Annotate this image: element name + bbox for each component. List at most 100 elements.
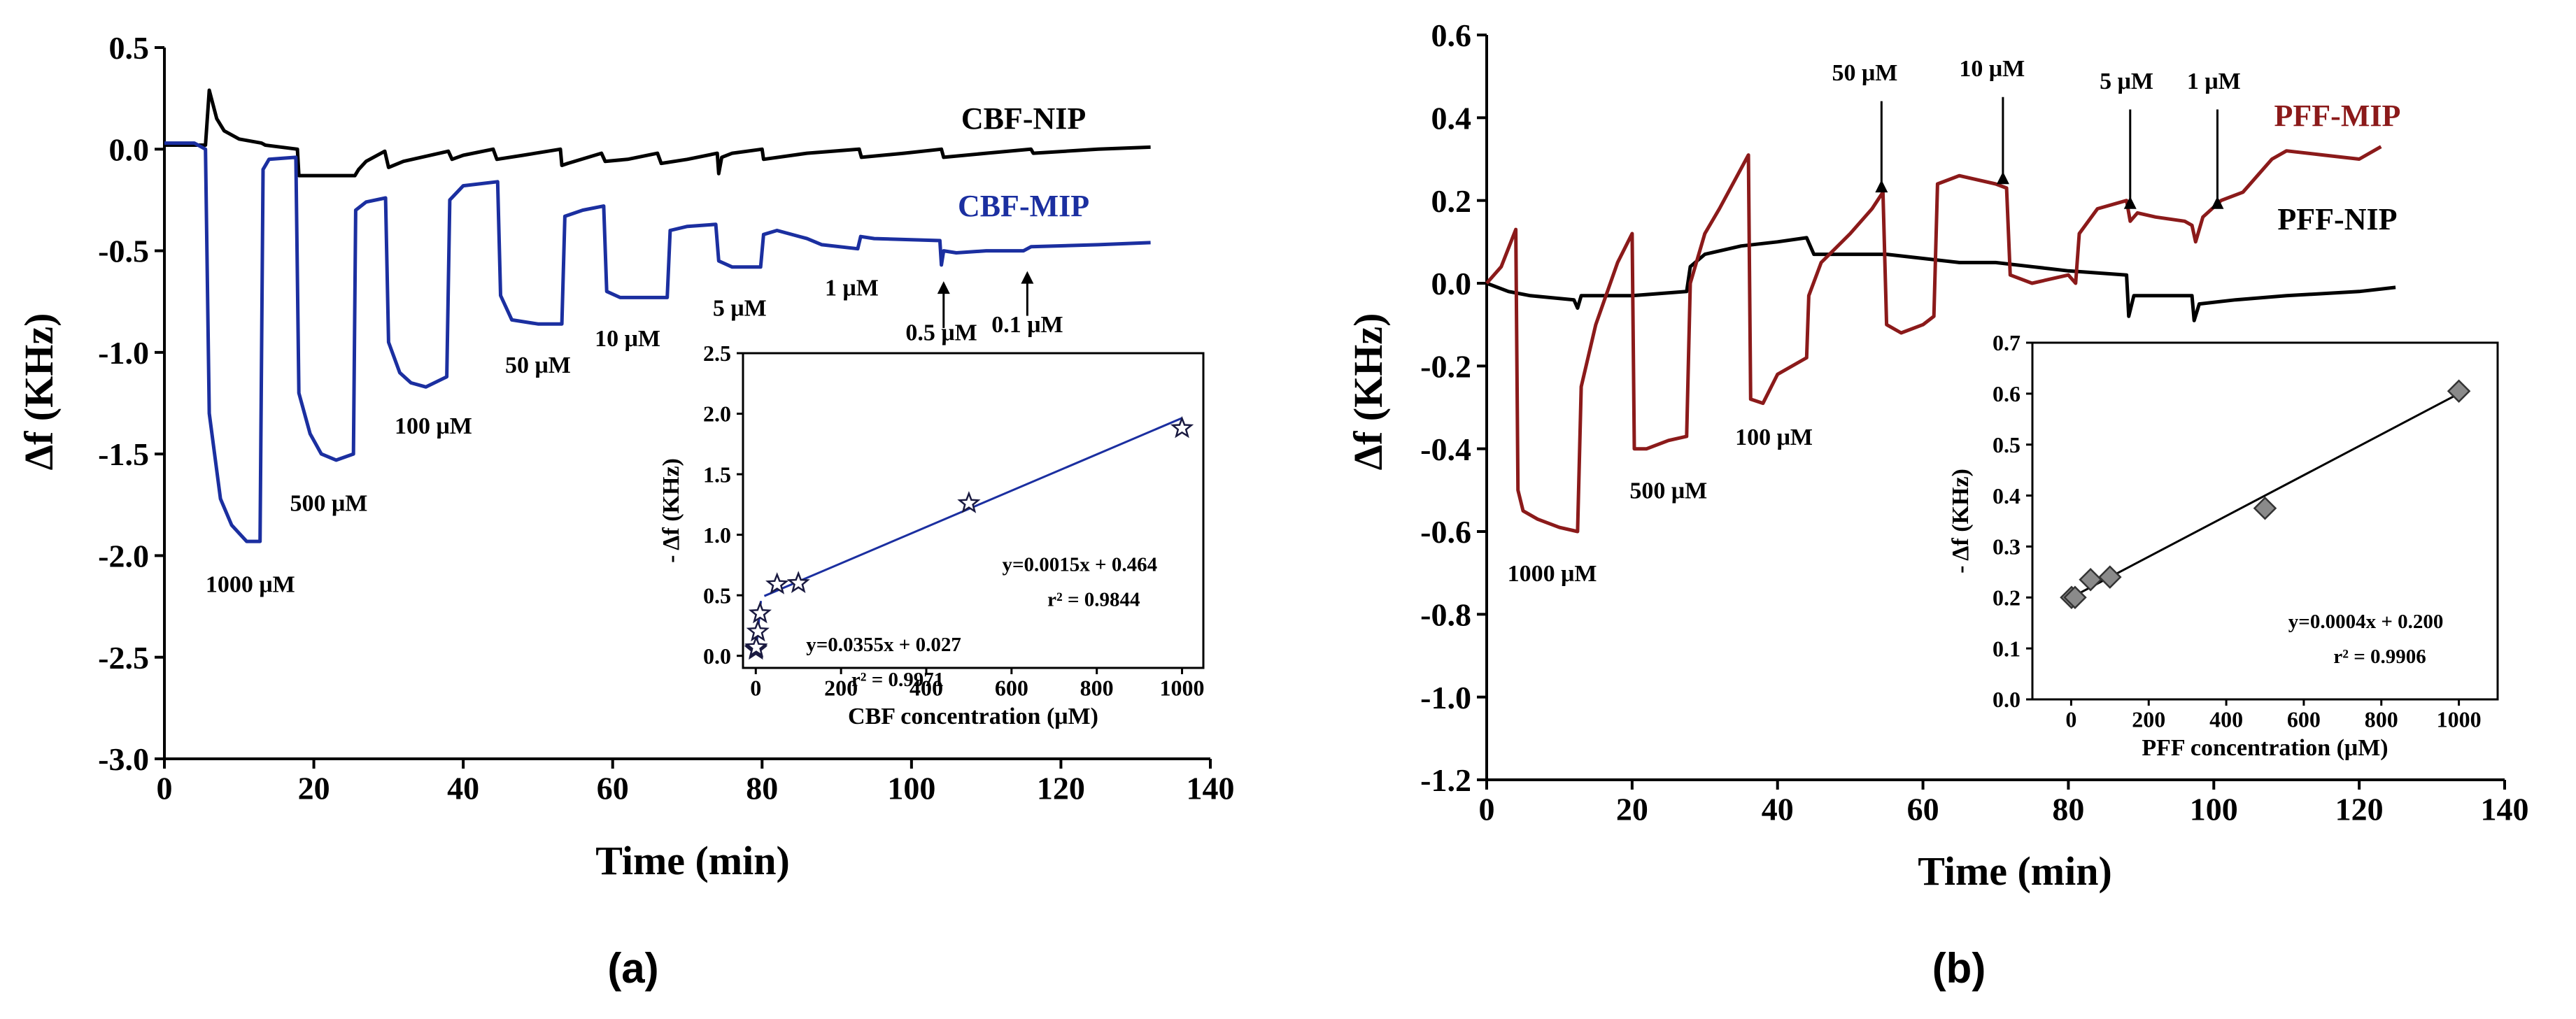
arrow-head — [1875, 180, 1888, 193]
inset-y-tick-label: 0.5 — [703, 583, 731, 608]
main-x-tick-label: 80 — [746, 771, 778, 806]
main-x-tick-label: 100 — [887, 771, 935, 806]
series-label-cbf-nip: CBF-NIP — [961, 101, 1086, 136]
inset-y-label: - Δf (KHz) — [1948, 469, 1974, 573]
inset-y-tick-label: 0.1 — [1993, 636, 2021, 661]
concentration-label: 50 μM — [1832, 60, 1897, 86]
main-y-tick-label: -0.6 — [1420, 514, 1471, 550]
panel-a-inset: 0 200 400 600 800 1000 0.0 0.5 1.0 1.5 2.0 2.5 CBF c… — [658, 341, 1205, 729]
inset-x-tick-label: 800 — [1080, 675, 1114, 700]
concentration-label: 500 μM — [1629, 478, 1707, 504]
inset-star-marker — [746, 619, 770, 642]
main-y-tick-label: -2.5 — [98, 640, 149, 676]
series-label-pff-mip: PFF-MIP — [2274, 99, 2401, 133]
panel-b-caption: (b) — [1932, 945, 1986, 992]
arrow-head — [937, 281, 950, 294]
main-x-tick-label: 60 — [597, 771, 629, 806]
inset-star-marker — [786, 571, 810, 594]
concentration-label: 10 μM — [1959, 56, 2025, 82]
series-line-pff-nip — [1486, 236, 2396, 322]
concentration-label: 1000 μM — [206, 572, 295, 598]
inset-y-tick-label: 0.2 — [1993, 585, 2021, 610]
main-y-tick-label: -0.8 — [1420, 597, 1471, 632]
inset-fit-r2: r² = 0.9971 — [851, 669, 944, 691]
inset-x-tick-label: 400 — [2209, 706, 2243, 732]
inset-x-tick-label: 0 — [750, 675, 761, 700]
concentration-label: 5 μM — [2100, 69, 2153, 94]
main-x-tick-label: 0 — [157, 771, 173, 806]
inset-star-marker — [1170, 415, 1194, 439]
inset-y-tick-label: 0.6 — [1993, 381, 2021, 406]
arrow-head — [2123, 196, 2137, 209]
inset-y-tick-label: 1.5 — [703, 462, 731, 487]
inset-x-label: CBF concentration (μM) — [848, 704, 1098, 729]
main-x-tick-label: 100 — [2190, 792, 2238, 827]
main-y-tick-label: -1.0 — [1420, 680, 1471, 715]
inset-fit-r2: r² = 0.9844 — [1047, 589, 1140, 611]
inset-x-tick-label: 400 — [910, 675, 943, 700]
arrow-head — [2211, 196, 2224, 209]
main-y-tick-label: -1.2 — [1420, 762, 1471, 798]
series-label-pff-nip: PFF-NIP — [2277, 202, 2397, 236]
main-y-tick-label: -0.2 — [1420, 348, 1471, 384]
panel-b-y-label: Δf (KHz) — [1345, 313, 1391, 471]
panel-a-plot-area: 0 20 40 60 80 100 120 140 0.5 0.0 -0.5 -1.0 -1.5 -2.0… — [98, 30, 1234, 806]
concentration-label: 0.1 μM — [991, 312, 1063, 338]
main-y-tick-label: 0.0 — [1431, 266, 1472, 301]
inset-x-tick-label: 800 — [2365, 706, 2398, 732]
inset-fit-equation: y=0.0004x + 0.200 — [2288, 611, 2444, 633]
main-x-tick-label: 120 — [2335, 792, 2384, 827]
concentration-label: 1 μM — [825, 275, 879, 301]
inset-y-tick-label: 0.0 — [703, 643, 731, 669]
main-y-tick-label: -2.0 — [98, 539, 149, 574]
arrow-head — [1021, 271, 1034, 284]
main-y-tick-label: 0.4 — [1431, 100, 1472, 136]
inset-diamond-marker — [2063, 585, 2087, 610]
inset-y-tick-label: 0.5 — [1993, 432, 2021, 457]
inset-x-tick-label: 600 — [995, 675, 1028, 700]
main-y-tick-label: -1.0 — [98, 335, 149, 371]
main-x-tick-label: 140 — [2481, 792, 2529, 827]
main-y-tick-label: -0.4 — [1420, 432, 1471, 467]
panel-a-chart: Δf (KHz) Time (min) 0 20 40 60 80 100 120 140 0.… — [16, 30, 1235, 883]
main-x-tick-label: 20 — [298, 771, 330, 806]
inset-star-marker — [748, 601, 772, 624]
panel-b-plot-area: 0 20 40 60 80 100 120 140 0.6 0.4 0.2 0.0 -0.2 -0.4 -0… — [1420, 17, 2528, 827]
inset-star-marker — [744, 635, 768, 657]
main-y-tick-label: -1.5 — [98, 436, 149, 472]
inset-x-tick-label: 600 — [2287, 706, 2321, 732]
main-y-tick-label: 0.2 — [1431, 183, 1472, 219]
inset-y-label: - Δf (KHz) — [658, 458, 684, 563]
main-y-tick-label: 0.0 — [109, 131, 150, 167]
inset-fit-equation: y=0.0355x + 0.027 — [806, 634, 961, 656]
main-x-tick-label: 80 — [2052, 792, 2084, 827]
series-line-pff-mip — [1485, 145, 2382, 534]
inset-frame — [2031, 341, 2499, 701]
inset-y-tick-label: 0.7 — [1993, 330, 2021, 355]
inset-x-tick-label: 1000 — [1160, 675, 1205, 700]
inset-star-marker — [765, 572, 789, 594]
concentration-label: 1000 μM — [1508, 561, 1597, 587]
series-label-cbf-mip: CBF-MIP — [958, 189, 1089, 223]
main-x-tick-label: 120 — [1037, 771, 1085, 806]
concentration-label: 0.5 μM — [905, 320, 977, 345]
panel-b-inset: 0 200 400 600 800 1000 0.0 0.1 0.2 0.3 0.4 0.5 0.6 0.… — [1948, 330, 2499, 761]
inset-y-tick-label: 0.0 — [1993, 687, 2021, 712]
panel-a-caption: (a) — [607, 945, 658, 992]
inset-star-marker — [957, 491, 981, 513]
inset-x-tick-label: 200 — [2132, 706, 2165, 732]
panel-a-y-label: Δf (KHz) — [16, 313, 62, 471]
inset-x-tick-label: 0 — [2065, 706, 2076, 732]
main-x-tick-label: 40 — [1762, 792, 1794, 827]
arrow-head — [1996, 171, 2009, 185]
concentration-label: 1 μM — [2187, 69, 2241, 94]
inset-x-tick-label: 1000 — [2437, 706, 2482, 732]
inset-x-label: PFF concentration (μM) — [2142, 735, 2388, 761]
inset-y-tick-label: 0.4 — [1993, 483, 2021, 508]
inset-diamond-marker — [2098, 565, 2122, 589]
main-y-tick-label: -0.5 — [98, 234, 149, 269]
concentration-label: 10 μM — [595, 326, 660, 352]
inset-fit-r2: r² = 0.9906 — [2333, 646, 2426, 668]
main-y-tick-label: 0.6 — [1431, 17, 1472, 53]
